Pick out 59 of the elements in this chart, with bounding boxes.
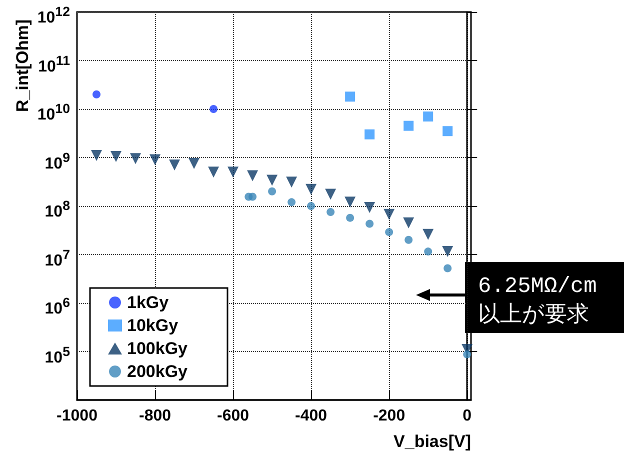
x-axis-title: V_bias[V] <box>394 432 472 451</box>
y-tick-label: 10$^{9}$ <box>44 148 70 174</box>
point <box>188 158 200 170</box>
point <box>150 154 161 166</box>
y-tick-label: 10$^{10}$ <box>37 100 70 126</box>
y-tick-label: 10$^{11}$ <box>38 52 70 77</box>
legend-label: 10kGy <box>127 316 179 335</box>
point <box>286 176 298 188</box>
point <box>404 236 413 244</box>
point <box>210 105 218 113</box>
point <box>424 248 432 256</box>
y-axis-title: R_int[Ohm] <box>13 19 32 112</box>
point <box>442 246 454 258</box>
x-tick-label: -200 <box>373 408 406 424</box>
point <box>288 198 296 206</box>
point <box>91 150 102 161</box>
point <box>403 217 414 228</box>
y-tick-label: 10$^{7}$ <box>44 246 70 271</box>
point <box>422 228 434 240</box>
x-tick-label: -600 <box>217 408 250 424</box>
point <box>423 112 434 122</box>
legend-label: 1kGy <box>127 293 170 312</box>
text: 6.25MΩ/cm 以上が要求 <box>478 274 597 328</box>
legend-label: 200kGy <box>127 362 188 381</box>
y-tick-label: 10$^{6}$ <box>44 294 70 320</box>
point <box>326 208 335 216</box>
point <box>248 192 257 201</box>
point <box>385 228 394 236</box>
point <box>208 166 220 178</box>
point <box>130 153 142 164</box>
point <box>444 264 452 272</box>
point <box>345 92 356 102</box>
point <box>307 202 316 210</box>
point <box>268 187 276 196</box>
y-tick-label: 10$^{12}$ <box>37 3 70 28</box>
y-tick-label: 10$^{8}$ <box>44 197 70 222</box>
x-tick-label: 0 <box>462 408 472 424</box>
point <box>306 184 317 195</box>
point <box>325 188 336 200</box>
point <box>366 220 374 228</box>
point <box>346 214 354 222</box>
x-tick-label: -800 <box>139 408 172 424</box>
y-tick-label: 10$^{5}$ <box>44 342 70 368</box>
point <box>228 166 239 178</box>
point <box>364 202 376 214</box>
point <box>404 120 414 131</box>
point <box>169 160 180 171</box>
legend-label: 100kGy <box>127 339 188 358</box>
x-tick-label: -1000 <box>56 408 98 424</box>
point <box>442 126 453 136</box>
point <box>92 90 101 98</box>
point <box>247 170 258 182</box>
point <box>364 129 375 140</box>
point <box>344 196 356 208</box>
point <box>110 150 122 162</box>
point <box>266 174 278 186</box>
x-tick-label: -400 <box>295 408 328 424</box>
point <box>463 350 472 358</box>
point <box>384 208 395 220</box>
